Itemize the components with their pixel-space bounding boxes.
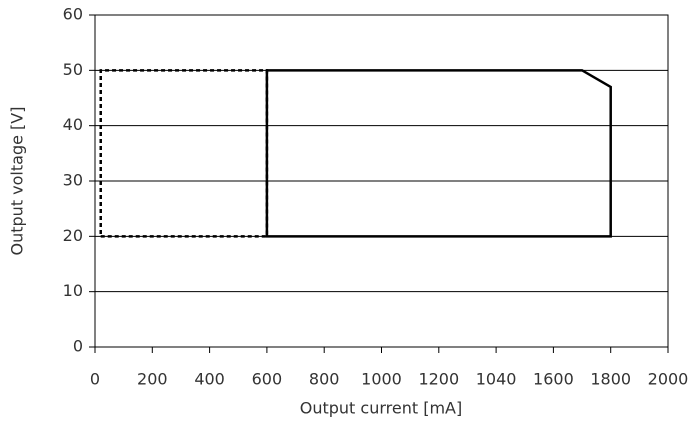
y-tick-label: 20 [63, 226, 83, 245]
x-tick-label: 0 [90, 370, 100, 389]
x-tick-label: 1800 [590, 370, 631, 389]
x-axis-label: Output current [mA] [300, 399, 462, 418]
x-tick-label: 1200 [418, 370, 459, 389]
x-tick-label: 2000 [648, 370, 689, 389]
y-tick-label: 30 [63, 171, 83, 190]
y-tick-label: 40 [63, 115, 83, 134]
y-axis-label: Output voltage [V] [8, 107, 27, 256]
plot-frame [94, 14, 669, 348]
y-tick-label: 50 [63, 60, 83, 79]
x-tick-label: 800 [309, 370, 340, 389]
y-tick-label: 0 [73, 337, 83, 356]
x-tick-label: 200 [137, 370, 168, 389]
x-tick-label: 1000 [361, 370, 402, 389]
y-tick-label: 10 [63, 281, 83, 300]
y-tick-label: 60 [63, 5, 83, 24]
series-line [99, 69, 269, 238]
x-tick-label: 400 [194, 370, 225, 389]
x-tick-label: 1040 [476, 370, 517, 389]
x-tick-label: 1600 [533, 370, 574, 389]
series-line [265, 69, 612, 238]
x-tick-label: 600 [252, 370, 283, 389]
